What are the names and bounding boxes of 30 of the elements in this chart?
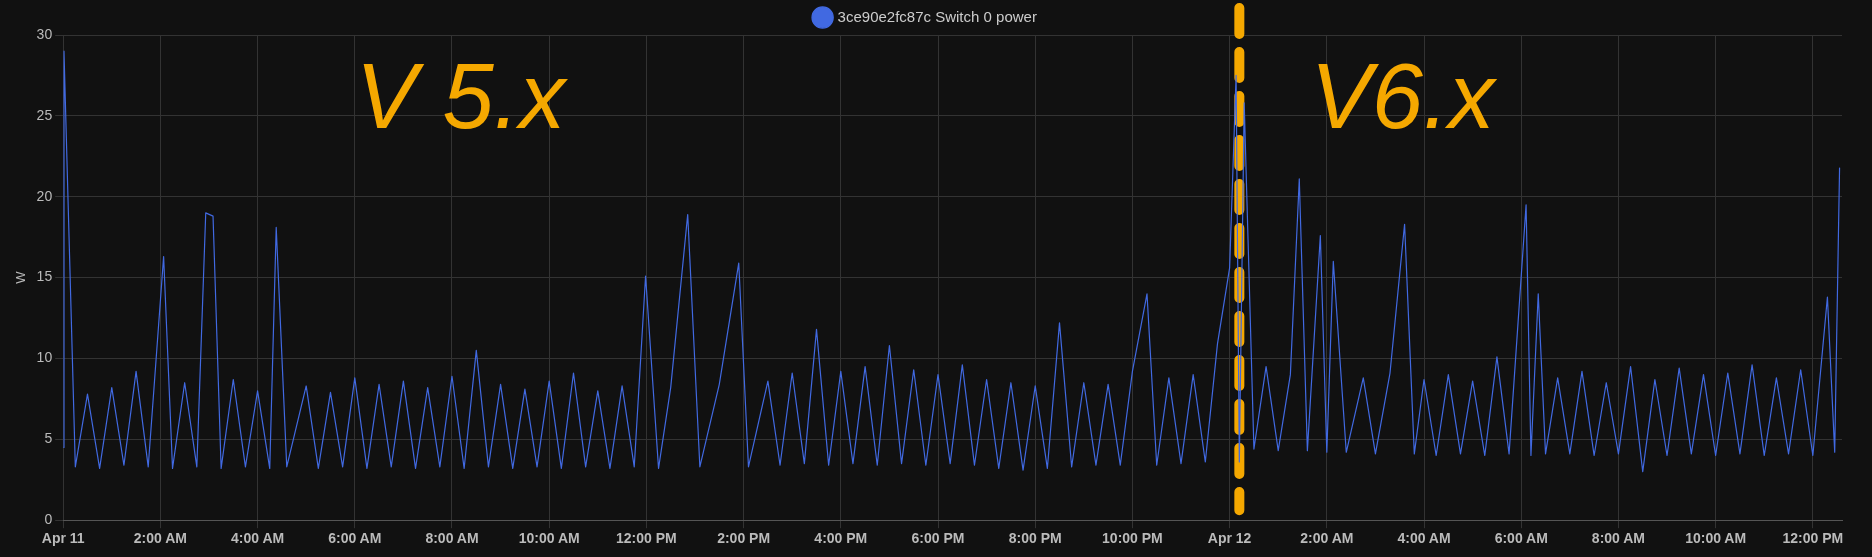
x-tick-label: Apr 11 (41, 530, 85, 547)
legend-label: 3ce90e2fc87c Switch 0 power (837, 7, 1037, 25)
x-tick-label: 6:00 AM (328, 530, 382, 547)
x-tick-label: 4:00 AM (1397, 530, 1451, 547)
annotation: V6.x (1310, 45, 1498, 148)
y-tick-label: 15 (36, 268, 53, 285)
x-tick-label: 2:00 AM (133, 530, 187, 547)
x-tick-label: 2:00 AM (1300, 530, 1354, 547)
x-tick-label: 10:00 PM (1102, 530, 1163, 547)
annotation: V 5.x (355, 45, 569, 148)
x-tick-label: 6:00 PM (911, 530, 965, 547)
x-tick-label: 8:00 AM (1591, 530, 1646, 547)
x-tick-label: 10:00 AM (518, 530, 580, 547)
x-tick-label: 12:00 PM (616, 530, 677, 547)
x-tick-label: 2:00 PM (717, 530, 771, 547)
x-tick-label: 10:00 AM (1685, 530, 1747, 547)
x-tick-label: 12:00 PM (1782, 530, 1844, 547)
x-tick-label: 8:00 PM (1008, 530, 1062, 547)
y-tick-label: 30 (36, 25, 53, 42)
y-tick-label: 25 (36, 106, 53, 123)
y-tick-label: 5 (44, 430, 53, 447)
x-tick-label: 6:00 AM (1494, 530, 1548, 547)
y-tick-label: 20 (36, 187, 53, 204)
x-tick-label: 8:00 AM (425, 530, 479, 547)
x-tick-label: Apr 12 (1207, 530, 1252, 547)
x-tick-label: 4:00 AM (230, 530, 285, 547)
y-axis-title: W (13, 270, 29, 284)
y-tick-label: 0 (44, 511, 53, 528)
y-tick-label: 10 (36, 349, 53, 366)
x-tick-label: 4:00 PM (814, 530, 868, 547)
